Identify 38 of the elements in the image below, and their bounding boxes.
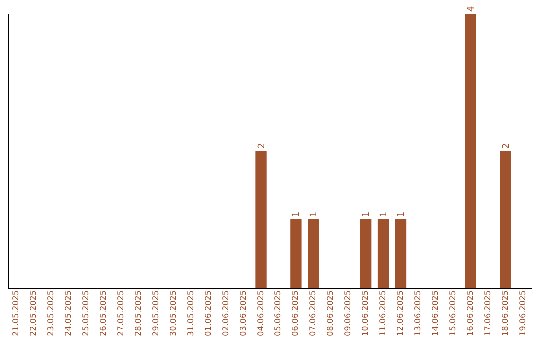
x-tick-label: 18.06.2025 (500, 290, 510, 336)
x-tick-label: 01.06.2025 (204, 290, 213, 336)
x-tick-label: 02.06.2025 (221, 290, 230, 336)
x-tick-label: 19.06.2025 (518, 290, 528, 336)
x-tick-label: 30.05.2025 (168, 290, 178, 336)
x-tick-label: 08.06.2025 (326, 290, 336, 336)
data-label: 4 (466, 6, 477, 12)
x-tick-label: 14.06.2025 (430, 290, 440, 336)
x-tick-label: 17.06.2025 (483, 290, 492, 336)
x-tick-label: 03.06.2025 (238, 290, 248, 336)
data-label: 2 (502, 143, 512, 149)
x-tick-label: 31.05.2025 (186, 290, 196, 336)
x-tick-label: 23.05.2025 (46, 290, 56, 336)
x-tick-label: 21.05.2025 (12, 290, 21, 336)
x-tick-label: 10.06.2025 (361, 290, 370, 336)
x-tick-label: 09.06.2025 (344, 290, 353, 336)
x-tick-label: 15.06.2025 (448, 290, 458, 336)
x-tick-label: 24.05.2025 (64, 290, 74, 336)
x-tick-label: 06.06.2025 (291, 290, 300, 336)
x-tick-label: 29.05.2025 (151, 290, 160, 336)
x-tick-label: 11.06.2025 (378, 290, 388, 336)
data-label: 1 (310, 212, 320, 218)
x-tick-label: 25.05.2025 (82, 290, 91, 336)
data-label: 1 (380, 212, 390, 218)
x-tick-label: 16.06.2025 (466, 290, 475, 336)
x-tick-label: 22.05.2025 (29, 290, 38, 336)
data-label: 1 (362, 212, 372, 218)
x-tick-label: 07.06.2025 (308, 290, 318, 336)
x-tick-label: 04.06.2025 (256, 290, 266, 336)
x-tick-label: 12.06.2025 (396, 290, 405, 336)
data-label: 1 (397, 212, 407, 218)
data-label: 2 (257, 143, 268, 149)
x-tick-label: 27.05.2025 (116, 290, 126, 336)
x-tick-label: 13.06.2025 (413, 290, 422, 336)
data-label: 1 (292, 212, 302, 218)
x-tick-label: 05.06.2025 (274, 290, 283, 336)
x-tick-label: 28.05.2025 (134, 290, 143, 336)
x-tick-label: 26.05.2025 (99, 290, 108, 336)
